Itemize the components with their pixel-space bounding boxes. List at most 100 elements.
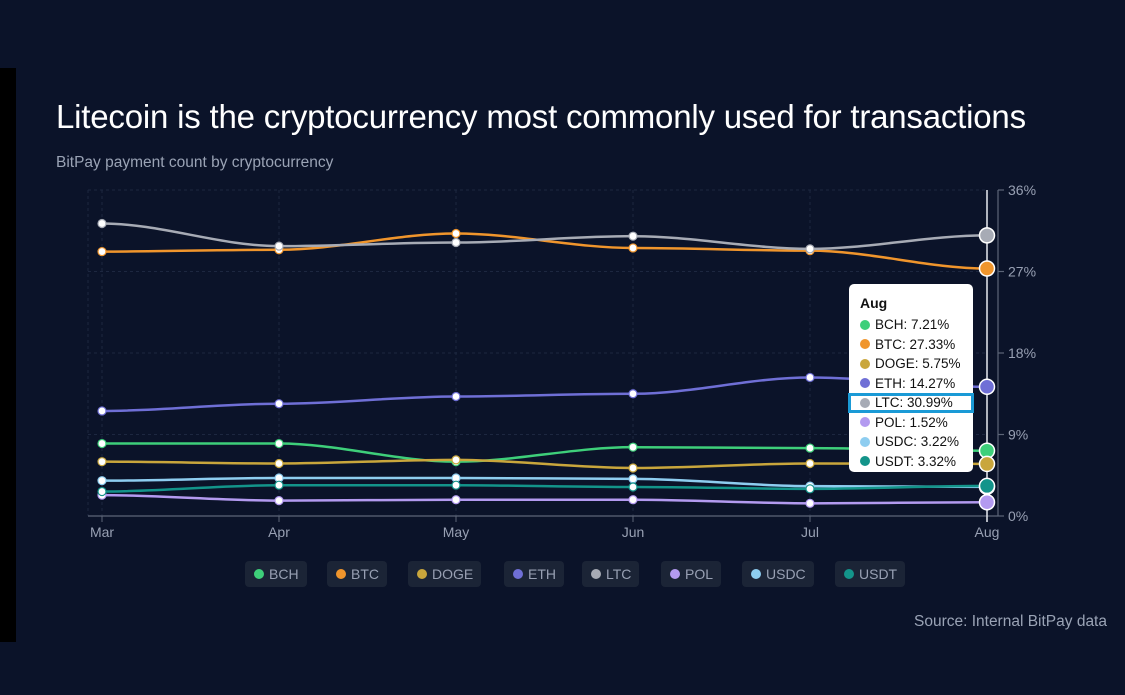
series-line-usdc xyxy=(101,476,988,489)
series-line-btc xyxy=(101,232,988,270)
data-point-doge[interactable] xyxy=(451,455,461,465)
tooltip-row-usdt: USDT: 3.32% xyxy=(849,452,973,472)
y-tick-label: 36% xyxy=(1008,182,1036,198)
tooltip-swatch xyxy=(860,319,870,330)
tooltip-row-pol: POL: 1.52% xyxy=(849,413,973,433)
tooltip-value: LTC: 30.99% xyxy=(875,395,953,411)
data-point-usdc[interactable] xyxy=(97,476,107,486)
legend-swatch xyxy=(751,569,761,579)
data-point-doge[interactable] xyxy=(274,458,284,469)
x-tick-label: Aug xyxy=(975,524,1000,540)
data-point-bch[interactable] xyxy=(97,438,107,449)
data-point-pol[interactable] xyxy=(628,495,638,505)
data-point-usdt[interactable] xyxy=(97,486,107,497)
tooltip-value: BCH: 7.21% xyxy=(875,317,950,333)
data-point-pol[interactable] xyxy=(805,498,815,508)
legend-item-pol[interactable]: POL xyxy=(661,561,722,587)
data-point-usdt[interactable] xyxy=(628,482,638,492)
data-point-eth[interactable] xyxy=(274,399,284,409)
series-line-doge xyxy=(101,458,988,470)
tooltip-value: POL: 1.52% xyxy=(875,414,948,430)
series-line-ltc xyxy=(101,222,988,251)
data-point-btc[interactable] xyxy=(97,246,107,257)
legend-label: BTC xyxy=(351,566,379,582)
legend-swatch xyxy=(336,569,346,579)
data-point-eth[interactable] xyxy=(451,391,461,402)
tooltip-swatch xyxy=(860,358,870,369)
data-point-btc[interactable] xyxy=(628,243,638,253)
legend-swatch xyxy=(670,569,680,579)
data-point-pol[interactable] xyxy=(274,496,284,506)
y-tick-label: 18% xyxy=(1008,345,1036,361)
legend-item-ltc[interactable]: LTC xyxy=(582,561,640,587)
chart-subtitle: BitPay payment count by cryptocurrency xyxy=(56,154,334,171)
data-point-usdt[interactable] xyxy=(805,484,815,494)
legend-label: POL xyxy=(685,566,714,582)
legend-item-btc[interactable]: BTC xyxy=(327,561,387,587)
tooltip-row-bch: BCH: 7.21% xyxy=(849,315,973,335)
data-point-ltc-active[interactable] xyxy=(978,227,996,244)
tooltip-row-ltc: LTC: 30.99% xyxy=(848,393,974,413)
legend-label: USDT xyxy=(859,566,898,582)
series-points xyxy=(97,218,996,511)
data-point-usdt-active[interactable] xyxy=(978,477,996,495)
tooltip-swatch xyxy=(860,378,870,389)
axes: 0% 9% 18% 27% 36% Mar Apr May Jun Jul Aug xyxy=(88,182,1036,540)
data-point-eth-active[interactable] xyxy=(978,378,996,396)
data-point-usdc[interactable] xyxy=(628,474,638,484)
series-line-usdt xyxy=(101,483,988,493)
data-point-ltc[interactable] xyxy=(274,241,284,251)
x-tick-label: Jun xyxy=(622,524,645,540)
data-point-usdt[interactable] xyxy=(451,480,461,490)
data-point-usdt[interactable] xyxy=(274,480,284,490)
legend-label: DOGE xyxy=(432,566,474,582)
tooltip-title: Aug xyxy=(860,295,888,311)
legend-label: USDC xyxy=(766,566,806,582)
legend-swatch xyxy=(254,569,264,579)
data-point-ltc[interactable] xyxy=(628,231,638,241)
tooltip-swatch xyxy=(860,456,870,467)
data-point-pol-active[interactable] xyxy=(978,493,996,511)
legend-item-doge[interactable]: DOGE xyxy=(408,561,482,587)
data-point-ltc[interactable] xyxy=(97,218,107,229)
data-point-doge[interactable] xyxy=(805,458,815,469)
data-point-doge-active[interactable] xyxy=(978,455,996,473)
data-point-bch[interactable] xyxy=(805,443,815,453)
data-point-btc-active[interactable] xyxy=(978,260,996,277)
data-point-bch[interactable] xyxy=(274,438,284,449)
tooltip-value: USDC: 3.22% xyxy=(875,434,960,450)
tooltip-row-eth: ETH: 14.27% xyxy=(849,374,973,394)
y-tick-label: 27% xyxy=(1008,264,1036,280)
tooltip-row-btc: BTC: 27.33% xyxy=(849,335,973,355)
data-point-eth[interactable] xyxy=(805,372,815,383)
legend-swatch xyxy=(513,569,523,579)
data-point-eth[interactable] xyxy=(97,406,107,416)
tooltip-swatch xyxy=(860,417,870,428)
data-point-eth[interactable] xyxy=(628,389,638,399)
y-tick-label: 9% xyxy=(1008,427,1028,443)
data-point-bch[interactable] xyxy=(628,442,638,452)
left-edge-strip xyxy=(0,68,16,642)
tooltip-swatch xyxy=(860,339,870,350)
x-tick-label: May xyxy=(443,524,469,540)
legend-item-eth[interactable]: ETH xyxy=(504,561,564,587)
legend-swatch xyxy=(417,569,427,579)
data-point-doge[interactable] xyxy=(97,457,107,467)
data-point-ltc[interactable] xyxy=(451,237,461,248)
series-line-bch xyxy=(102,442,988,463)
legend-item-usdc[interactable]: USDC xyxy=(742,561,814,587)
y-tick-label: 0% xyxy=(1008,508,1028,524)
legend-swatch xyxy=(844,569,854,579)
data-point-btc[interactable] xyxy=(451,228,461,239)
data-point-doge[interactable] xyxy=(628,463,638,473)
legend-swatch xyxy=(591,569,601,579)
legend-item-usdt[interactable]: USDT xyxy=(835,561,906,587)
data-point-pol[interactable] xyxy=(451,495,461,505)
tooltip-value: ETH: 14.27% xyxy=(875,375,956,391)
tooltip-row-doge: DOGE: 5.75% xyxy=(849,354,973,374)
tooltip-swatch xyxy=(860,397,870,408)
source-note: Source: Internal BitPay data xyxy=(913,613,1107,630)
legend-item-bch[interactable]: BCH xyxy=(245,561,307,587)
data-point-ltc[interactable] xyxy=(805,244,815,254)
